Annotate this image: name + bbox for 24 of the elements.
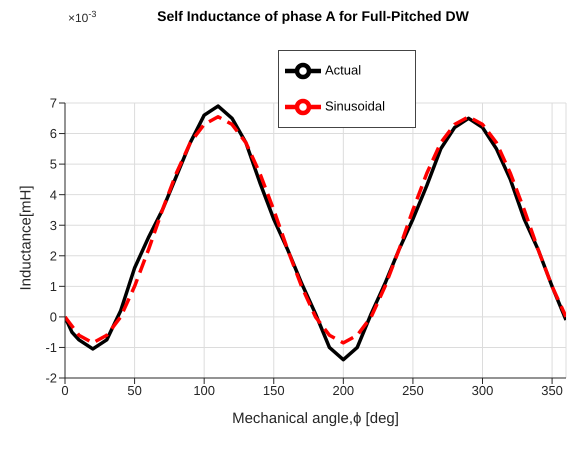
y-tick-label: 2: [50, 248, 57, 264]
y-tick-label: 4: [50, 187, 57, 202]
legend-label: Sinusoidal: [325, 98, 385, 114]
y-tick-label: -2: [45, 370, 57, 386]
x-tick-label: 100: [193, 383, 216, 398]
legend-label: Actual: [325, 62, 362, 78]
y-tick-label: 3: [50, 218, 57, 233]
y-tick-label: 1: [50, 278, 57, 294]
x-tick-label: 0: [61, 383, 69, 398]
y-tick-label: 6: [50, 126, 57, 142]
x-tick-label: 150: [262, 383, 285, 398]
y-tick-label: 7: [50, 96, 57, 111]
y-tick-label: 5: [50, 156, 57, 172]
x-tick-label: 50: [127, 383, 142, 398]
x-axis-title: Mechanical angle,ϕ [deg]: [232, 410, 399, 427]
y-axis-title: Inductance[mH]: [17, 185, 34, 290]
text: ×10$^{-3}$: [68, 9, 96, 25]
x-tick-label: 250: [402, 383, 424, 398]
y-tick-label: 0: [50, 310, 57, 325]
x-tick-label: 200: [332, 383, 354, 398]
x-tick-label: 300: [472, 383, 494, 398]
x-tick-label: 350: [541, 383, 563, 398]
chart-title: Self Inductance of phase A for Full-Pitched DW: [157, 8, 469, 24]
y-tick-label: -1: [45, 340, 57, 356]
